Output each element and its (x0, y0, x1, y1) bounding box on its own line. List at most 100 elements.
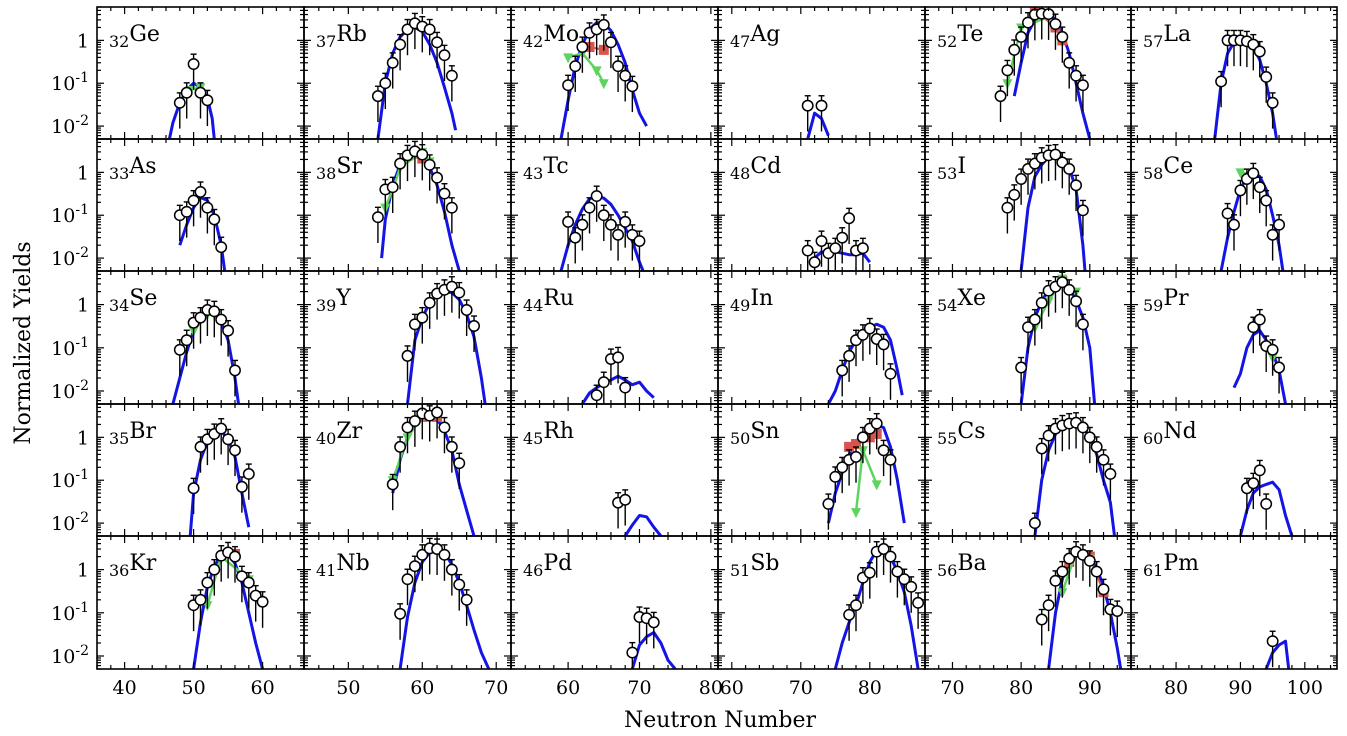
data-point (898, 573, 911, 586)
data-point (1221, 207, 1234, 220)
atomic-number: 43 (523, 164, 543, 183)
data-point (619, 381, 632, 394)
y-tick-label: 10-2 (51, 643, 89, 668)
panel-grid: 32Ge110-110-233As110-110-234Se110-110-23… (51, 6, 1338, 699)
data-point (626, 80, 639, 93)
x-tick-label: 80 (1009, 677, 1033, 699)
atomic-number: 53 (937, 164, 957, 183)
data-point (619, 69, 632, 82)
data-point (401, 349, 414, 362)
data-point (808, 256, 821, 269)
data-point (647, 616, 660, 629)
data-point (1015, 361, 1028, 374)
data-point (180, 205, 193, 218)
element-label: 58Ce (1143, 154, 1193, 183)
panel-frame (510, 270, 719, 405)
element-symbol: Sr (336, 154, 362, 179)
data-point (1076, 318, 1089, 331)
x-tick-label: 80 (858, 677, 882, 699)
y-tick-label: 1 (77, 560, 89, 582)
green-series-line (567, 51, 605, 84)
data-point (1228, 218, 1240, 231)
x-tick-label: 50 (336, 677, 360, 699)
data-point (1266, 228, 1279, 241)
green-point (598, 79, 609, 90)
panel-xe: 54Xe (924, 270, 1132, 405)
data-point (1001, 201, 1014, 214)
data-point (1063, 283, 1076, 296)
data-point (1028, 313, 1041, 326)
data-point (604, 36, 617, 49)
data-point (619, 493, 632, 506)
data-point (626, 646, 639, 659)
data-point (1076, 421, 1089, 434)
data-point (445, 563, 458, 576)
data-point (201, 576, 214, 589)
data-point (843, 212, 856, 225)
element-label: 38Sr (316, 154, 362, 183)
data-point (1234, 184, 1247, 197)
panel-ge: 32Ge 1 10-1 10-2 (51, 6, 305, 140)
data-point (1001, 64, 1014, 77)
atomic-number: 33 (109, 164, 129, 183)
element-label: 52Te (937, 22, 983, 51)
data-point (408, 415, 421, 428)
data-point (1076, 79, 1089, 92)
panel-cd: 48Cd (717, 138, 926, 272)
y-tick-label: 10-2 (51, 113, 89, 138)
panel-pr: 59Pr (1130, 270, 1338, 405)
element-label: 45Rh (523, 419, 574, 448)
element-label: 33As (109, 154, 157, 183)
panel-se: 34Se 1 10-1 10-2 (51, 270, 305, 405)
element-label: 54Xe (937, 286, 986, 315)
data-point (884, 550, 897, 563)
data-point (1083, 431, 1096, 444)
data-point (836, 231, 849, 244)
data-point (836, 364, 849, 377)
element-symbol: Rh (543, 419, 574, 444)
y-tick-label: 10-1 (51, 70, 89, 95)
data-point (256, 595, 269, 608)
element-label: 51Sb (730, 551, 780, 580)
panel-sn: 50Sn (717, 403, 926, 537)
x-tick-label: 70 (484, 677, 508, 699)
data-point (416, 548, 429, 561)
data-point (229, 364, 241, 377)
data-point (1056, 565, 1069, 578)
data-point (431, 171, 444, 184)
atomic-number: 32 (109, 32, 129, 51)
data-point (843, 349, 856, 362)
data-point (438, 49, 451, 62)
element-label: 36Kr (109, 551, 157, 580)
y-tick-label: 10-1 (51, 467, 89, 492)
panel-frame (303, 270, 512, 405)
panel-frame (924, 535, 1132, 670)
element-symbol: Cs (957, 419, 985, 444)
data-point (1260, 194, 1273, 207)
data-point (215, 241, 228, 254)
data-point (633, 235, 646, 247)
data-point (1247, 477, 1260, 490)
data-point (438, 548, 451, 561)
data-point (460, 304, 473, 316)
model-curve (178, 195, 227, 271)
atomic-number: 49 (730, 296, 750, 315)
data-point (1035, 296, 1048, 309)
data-point (1070, 179, 1083, 192)
data-point (1253, 181, 1266, 194)
y-tick-label: 10-2 (51, 510, 89, 535)
data-point (1104, 468, 1117, 480)
atomic-number: 35 (109, 429, 129, 448)
data-point (173, 96, 186, 109)
data-point (208, 305, 221, 318)
atomic-number: 42 (523, 32, 543, 51)
element-label: 53I (937, 154, 966, 183)
atomic-number: 61 (1143, 561, 1163, 580)
data-point (194, 593, 207, 606)
panel-frame (1130, 138, 1338, 272)
element-label: 57La (1143, 22, 1191, 51)
data-point (856, 431, 869, 444)
data-point (877, 444, 890, 457)
y-axis-label: Normalized Yields (11, 241, 36, 444)
panel-pd: 46Pd 60 70 80 (510, 535, 723, 699)
